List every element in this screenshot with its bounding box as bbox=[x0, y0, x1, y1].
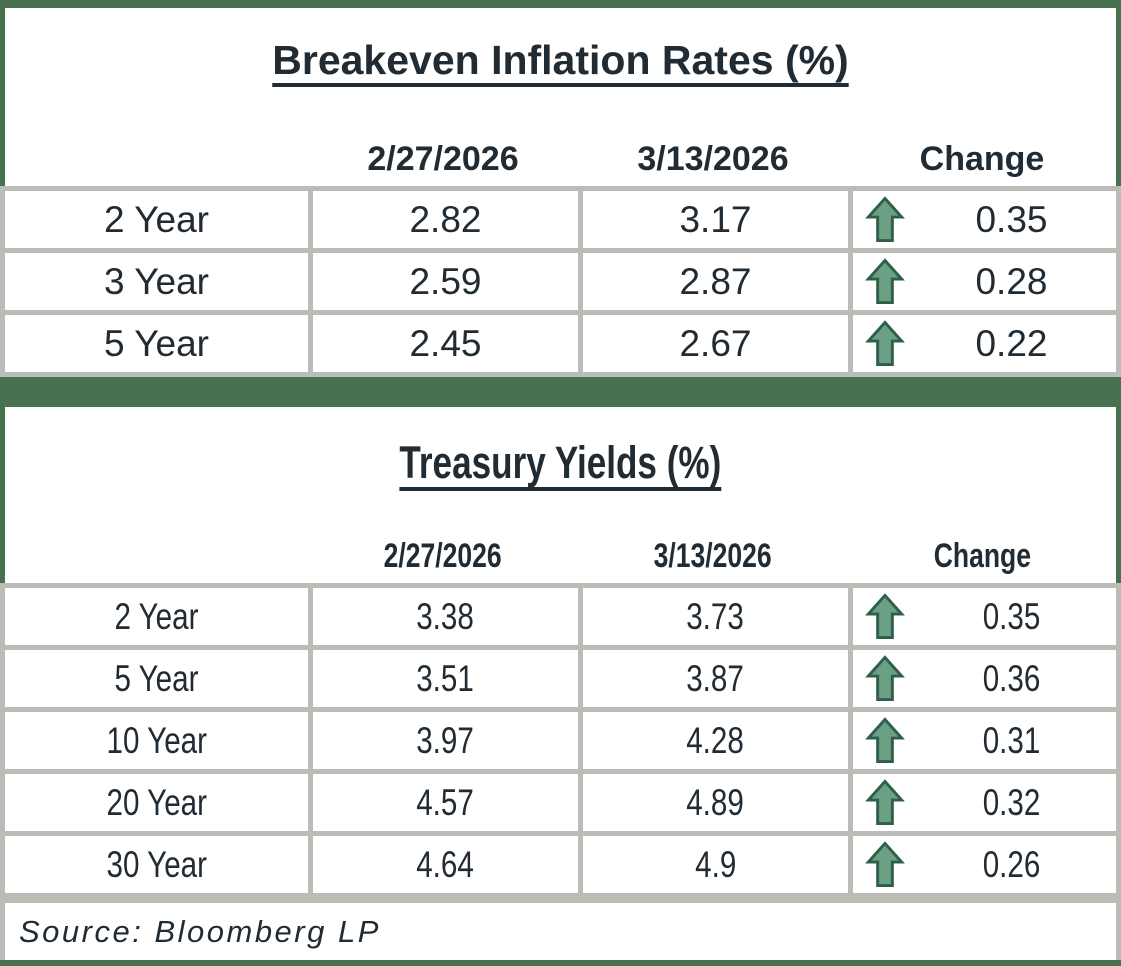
breakeven-column-headers: 2/27/2026 3/13/2026 Change bbox=[5, 136, 1116, 182]
treasury-table-title: Treasury Yields (%) bbox=[399, 437, 722, 488]
section-divider-bar bbox=[0, 377, 1121, 407]
curr-value-cell: 4.9 bbox=[583, 836, 848, 893]
prev-value-cell: 3.38 bbox=[313, 588, 578, 645]
change-value: 0.35 bbox=[982, 595, 1041, 637]
change-value: 0.28 bbox=[975, 260, 1048, 302]
curr-value-cell: 2.87 bbox=[583, 253, 848, 310]
column-header-change: Change bbox=[919, 139, 1045, 178]
change-value: 0.26 bbox=[982, 843, 1041, 885]
change-cell: 0.31 bbox=[853, 712, 1116, 769]
breakeven-table-grid: 2 Year 2.82 3.17 0.35 3 Year 2.59 2.87 0.28 5 Ye… bbox=[0, 186, 1121, 377]
change-value: 0.31 bbox=[982, 719, 1041, 761]
prev-value-cell: 4.57 bbox=[313, 774, 578, 831]
up-arrow-icon bbox=[863, 841, 907, 889]
prev-value-cell: 2.59 bbox=[313, 253, 578, 310]
change-value: 0.36 bbox=[982, 657, 1041, 699]
row-label-cell: 2 Year bbox=[5, 191, 308, 248]
up-arrow-icon bbox=[863, 779, 907, 827]
column-header-prev-date: 2/27/2026 bbox=[367, 139, 519, 178]
change-cell: 0.35 bbox=[853, 588, 1116, 645]
change-cell: 0.28 bbox=[853, 253, 1116, 310]
breakeven-table-title: Breakeven Inflation Rates (%) bbox=[272, 37, 849, 83]
up-arrow-icon bbox=[863, 258, 907, 306]
change-value: 0.35 bbox=[975, 198, 1048, 240]
change-value: 0.22 bbox=[975, 322, 1048, 364]
change-cell: 0.36 bbox=[853, 650, 1116, 707]
curr-value-cell: 3.17 bbox=[583, 191, 848, 248]
up-arrow-icon bbox=[863, 320, 907, 368]
source-attribution: Source: Bloomberg LP bbox=[19, 913, 381, 949]
curr-value-cell: 3.73 bbox=[583, 588, 848, 645]
breakeven-table-header: Breakeven Inflation Rates (%) 2/27/2026 … bbox=[0, 8, 1121, 186]
row-label-cell: 20 Year bbox=[5, 774, 308, 831]
treasury-table-header: Treasury Yields (%) 2/27/2026 3/13/2026 … bbox=[0, 407, 1121, 583]
up-arrow-icon bbox=[863, 196, 907, 244]
curr-value-cell: 3.87 bbox=[583, 650, 848, 707]
source-row: Source: Bloomberg LP bbox=[0, 898, 1121, 960]
prev-value-cell: 4.64 bbox=[313, 836, 578, 893]
row-label-cell: 5 Year bbox=[5, 315, 308, 372]
curr-value-cell: 4.89 bbox=[583, 774, 848, 831]
change-value: 0.32 bbox=[982, 781, 1041, 823]
up-arrow-icon bbox=[863, 717, 907, 765]
bottom-border-bar bbox=[0, 960, 1121, 966]
prev-value-cell: 2.82 bbox=[313, 191, 578, 248]
row-label-cell: 30 Year bbox=[5, 836, 308, 893]
change-cell: 0.32 bbox=[853, 774, 1116, 831]
treasury-column-headers: 2/27/2026 3/13/2026 Change bbox=[5, 533, 1116, 579]
top-border-bar bbox=[0, 0, 1121, 8]
curr-value-cell: 2.67 bbox=[583, 315, 848, 372]
row-label-cell: 2 Year bbox=[5, 588, 308, 645]
change-cell: 0.22 bbox=[853, 315, 1116, 372]
change-cell: 0.35 bbox=[853, 191, 1116, 248]
row-label-cell: 5 Year bbox=[5, 650, 308, 707]
column-header-prev-date: 2/27/2026 bbox=[383, 536, 502, 575]
up-arrow-icon bbox=[863, 593, 907, 641]
treasury-table-grid: 2 Year 3.38 3.73 0.35 5 Year 3.51 3.87 0.36 10 Y… bbox=[0, 583, 1121, 898]
up-arrow-icon bbox=[863, 655, 907, 703]
change-cell: 0.26 bbox=[853, 836, 1116, 893]
row-label-cell: 10 Year bbox=[5, 712, 308, 769]
column-header-change: Change bbox=[933, 536, 1031, 575]
prev-value-cell: 3.97 bbox=[313, 712, 578, 769]
column-header-curr-date: 3/13/2026 bbox=[637, 139, 789, 178]
prev-value-cell: 3.51 bbox=[313, 650, 578, 707]
curr-value-cell: 4.28 bbox=[583, 712, 848, 769]
row-label-cell: 3 Year bbox=[5, 253, 308, 310]
column-header-curr-date: 3/13/2026 bbox=[653, 536, 772, 575]
prev-value-cell: 2.45 bbox=[313, 315, 578, 372]
